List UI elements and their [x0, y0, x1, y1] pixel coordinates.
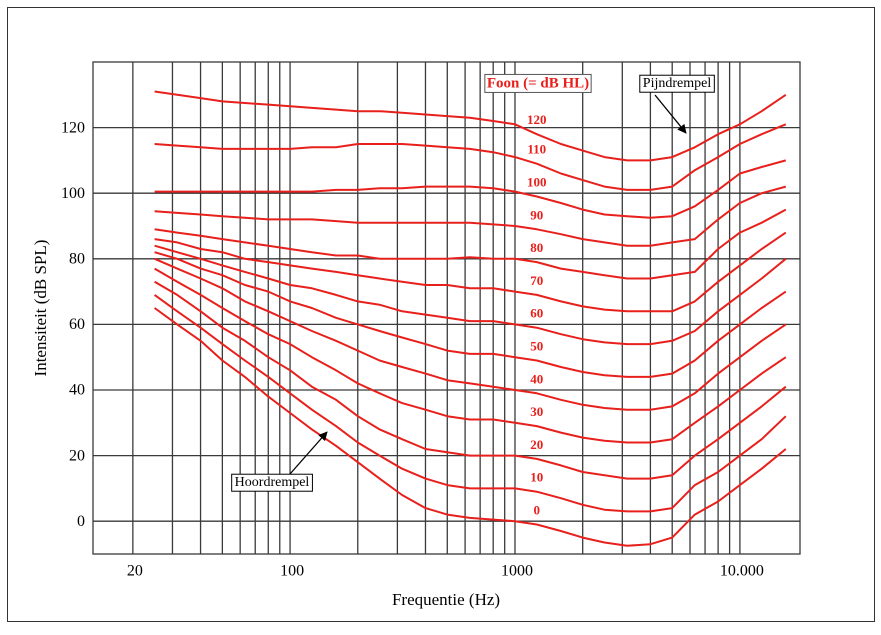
curve-label: 40 [530, 371, 543, 386]
curve [154, 231, 787, 313]
curve-label: 120 [527, 112, 547, 127]
x-tick-label: 10.000 [720, 563, 764, 580]
y-tick-label: 40 [69, 382, 85, 399]
y-tick-label: 100 [61, 185, 85, 202]
curve [154, 185, 787, 247]
curve-label: 60 [530, 306, 543, 321]
annotation: Pijndrempel [643, 76, 712, 91]
legend-title: Foon (= dB HL) [487, 75, 589, 91]
curve-label: 50 [530, 338, 543, 353]
y-tick-label: 60 [69, 316, 85, 333]
curve [154, 251, 787, 378]
curve-label: 100 [527, 174, 547, 189]
curve [154, 123, 787, 191]
x-tick-label: 100 [280, 563, 304, 580]
x-tick-label: 20 [127, 563, 143, 580]
curve [154, 244, 787, 346]
y-axis-label: Intensiteit (dB SPL) [31, 240, 50, 377]
curve-label: 20 [530, 437, 543, 452]
annotation-box [231, 473, 313, 492]
curve-label: 80 [530, 240, 543, 255]
y-tick-label: 20 [69, 447, 85, 464]
y-tick-label: 80 [69, 250, 85, 267]
curve-label: 110 [527, 142, 546, 157]
y-tick-label: 120 [61, 119, 85, 136]
x-axis-label: Frequentie (Hz) [392, 590, 500, 609]
annotation-arrow [654, 94, 687, 134]
curve [154, 280, 787, 480]
curve [154, 159, 787, 219]
y-tick-label: 0 [77, 513, 85, 530]
curve [154, 257, 787, 411]
curve-label: 0 [534, 502, 541, 517]
curve-label: 90 [530, 207, 543, 222]
annotation-box [639, 74, 715, 93]
plot-area [92, 61, 801, 555]
curve [154, 90, 787, 162]
curve-label: 30 [530, 404, 543, 419]
curve-label: 10 [530, 470, 543, 485]
curve [154, 294, 787, 513]
curve [154, 208, 787, 280]
annotation: Hoordrempel [235, 475, 310, 490]
curve [154, 267, 787, 444]
curve [154, 307, 787, 547]
x-tick-label: 1000 [501, 563, 533, 580]
curve-label: 70 [530, 273, 543, 288]
legend-box [484, 73, 592, 93]
annotation-arrow [289, 431, 328, 475]
